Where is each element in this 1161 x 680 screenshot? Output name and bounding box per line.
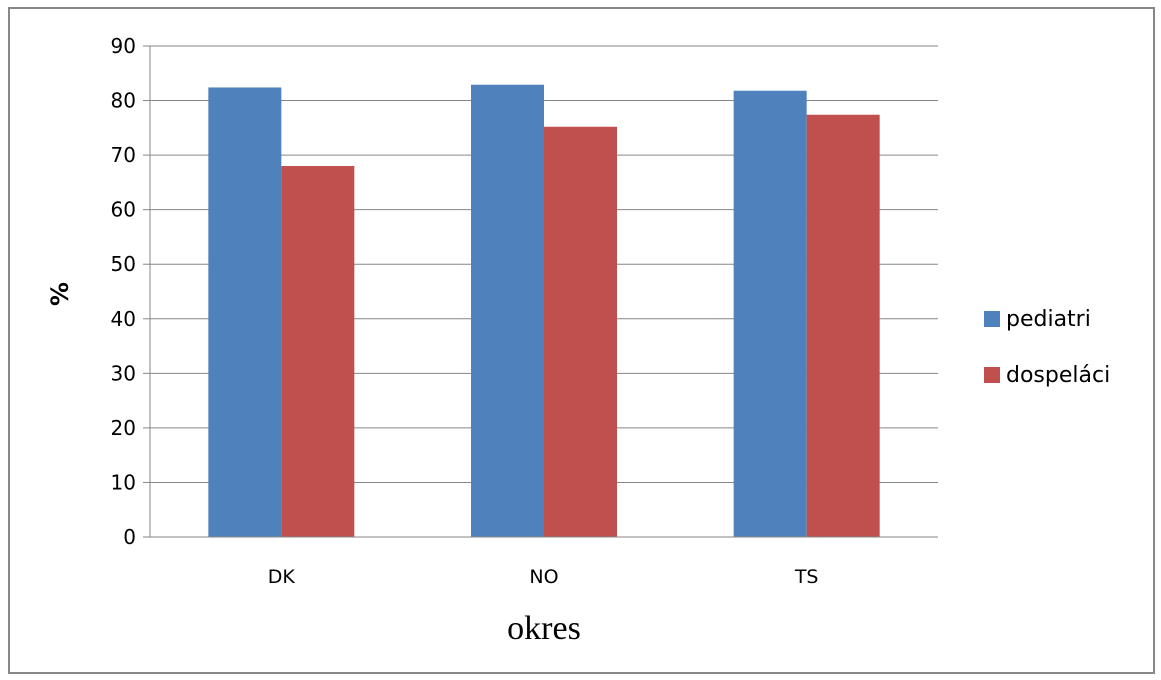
- x-axis-label: okres: [507, 610, 581, 647]
- chart-frame: 0 10 20 30 40 50 60 70 80 90 DK NO TS okres % pedia…: [8, 7, 1155, 674]
- legend-label-dospeláci: dospeláci: [1006, 363, 1110, 388]
- x-tick-label: TS: [794, 566, 819, 588]
- bar-dospeláci-NO: [544, 126, 617, 538]
- bar-pediatri-TS: [733, 90, 807, 537]
- x-tick-labels: DK NO TS: [268, 566, 819, 588]
- x-tick-label: NO: [529, 566, 558, 588]
- y-tick-label: 90: [111, 34, 136, 58]
- y-tick-label: 40: [111, 307, 136, 331]
- bar-pediatri-DK: [208, 87, 282, 537]
- y-tick-label: 50: [111, 252, 136, 276]
- bars: [208, 84, 880, 538]
- x-tick-label: DK: [268, 566, 296, 588]
- y-tick-label: 10: [111, 470, 136, 494]
- legend-label-pediatri: pediatri: [1006, 307, 1091, 332]
- bar-dospeláci-TS: [806, 114, 880, 538]
- y-tick-label: 70: [111, 143, 136, 167]
- bar-dospeláci-DK: [281, 166, 355, 537]
- bar-chart: 0 10 20 30 40 50 60 70 80 90 DK NO TS okres % pedia…: [46, 34, 1110, 647]
- legend-swatch-dospeláci: [984, 367, 1000, 383]
- y-tick-label: 60: [111, 198, 136, 222]
- legend: pediatri dospeláci: [984, 307, 1110, 388]
- y-tick-label: 30: [111, 361, 136, 385]
- bar-pediatri-NO: [471, 84, 544, 538]
- y-tick-labels: 0 10 20 30 40 50 60 70 80 90: [111, 34, 136, 549]
- y-tick-label: 20: [111, 416, 136, 440]
- y-axis-label: %: [46, 282, 74, 306]
- y-tick-label: 80: [111, 89, 136, 113]
- axes: [149, 46, 938, 538]
- y-tick-label: 0: [123, 525, 136, 549]
- legend-swatch-pediatri: [984, 311, 1000, 327]
